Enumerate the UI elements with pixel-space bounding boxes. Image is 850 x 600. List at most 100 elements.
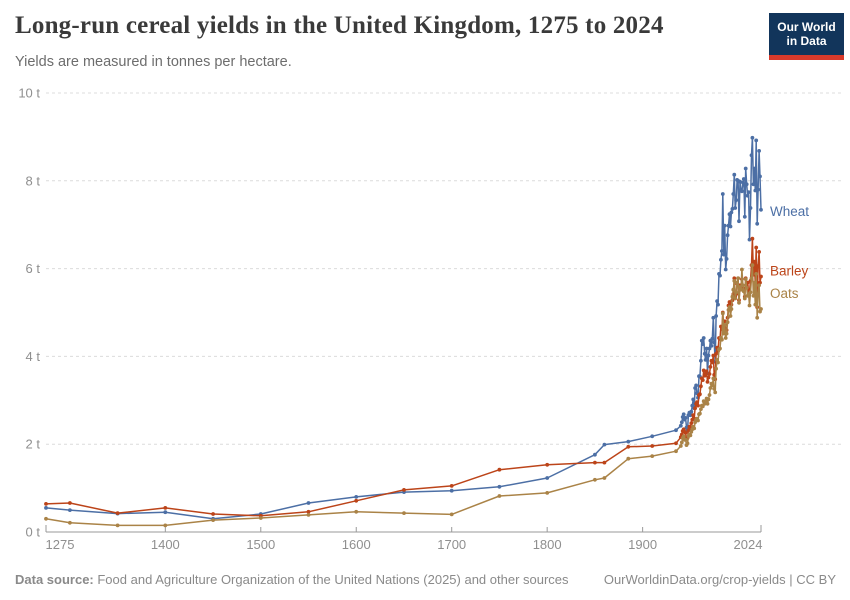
data-point[interactable] [757,283,761,288]
data-point[interactable] [602,460,607,465]
data-point[interactable] [163,506,168,510]
data-point[interactable] [701,368,706,373]
data-point[interactable] [737,219,741,224]
data-point[interactable] [691,413,696,418]
data-point[interactable] [753,302,758,307]
data-point[interactable] [700,378,705,382]
data-point[interactable] [545,462,550,467]
data-point[interactable] [602,476,607,480]
data-point[interactable] [306,513,311,517]
data-point[interactable] [749,153,754,158]
data-point[interactable] [756,264,760,268]
data-point[interactable] [44,502,48,506]
series-line[interactable] [45,137,762,520]
series-label-wheat[interactable]: Wheat [770,204,809,219]
data-point[interactable] [674,449,678,454]
series-wheat[interactable]: Wheat [44,135,809,521]
data-point[interactable] [211,512,216,516]
data-point[interactable] [704,369,709,374]
data-point[interactable] [674,441,678,446]
data-point[interactable] [699,358,703,363]
data-point[interactable] [757,250,761,254]
data-point[interactable] [696,418,700,423]
data-point[interactable] [699,407,703,411]
data-point[interactable] [211,518,216,522]
data-point[interactable] [44,506,48,510]
data-point[interactable] [685,441,690,446]
data-point[interactable] [729,210,734,215]
data-point[interactable] [728,224,733,229]
data-point[interactable] [759,274,763,279]
data-point[interactable] [730,294,735,299]
data-point[interactable] [710,360,715,365]
data-point[interactable] [449,512,454,517]
data-point[interactable] [650,434,655,439]
data-point[interactable] [711,353,716,358]
data-point[interactable] [741,177,746,181]
data-point[interactable] [754,138,759,143]
data-point[interactable] [650,444,655,448]
data-point[interactable] [743,166,748,171]
data-point[interactable] [68,508,72,512]
data-point[interactable] [754,245,759,250]
data-point[interactable] [699,384,703,389]
data-point[interactable] [720,192,725,196]
data-point[interactable] [706,397,711,402]
data-point[interactable] [734,290,739,295]
data-point[interactable] [714,351,718,356]
data-point[interactable] [748,290,753,295]
data-point[interactable] [733,296,738,301]
data-point[interactable] [706,353,711,358]
data-point[interactable] [732,172,737,177]
data-point[interactable] [698,392,702,397]
data-point[interactable] [716,302,720,307]
data-point[interactable] [701,336,706,340]
data-point[interactable] [354,498,359,503]
data-point[interactable] [751,293,756,298]
data-point[interactable] [709,344,714,348]
data-point[interactable] [497,484,502,489]
data-point[interactable] [729,307,734,311]
data-point[interactable] [756,187,760,192]
data-point[interactable] [749,276,754,281]
data-point[interactable] [735,280,739,285]
data-point[interactable] [745,193,750,198]
data-point[interactable] [698,411,702,416]
data-point[interactable] [354,509,359,514]
data-point[interactable] [699,338,704,343]
data-point[interactable] [741,283,745,288]
data-point[interactable] [306,501,311,505]
data-point[interactable] [722,223,727,228]
data-point[interactable] [702,351,707,356]
data-point[interactable] [681,434,686,439]
data-point[interactable] [752,166,757,171]
data-point[interactable] [727,300,732,304]
data-point[interactable] [744,182,749,187]
data-point[interactable] [115,511,120,515]
data-point[interactable] [497,467,502,472]
data-point[interactable] [678,423,683,428]
data-point[interactable] [696,403,700,408]
data-point[interactable] [732,279,737,283]
data-point[interactable] [720,249,724,253]
data-point[interactable] [732,276,737,281]
data-point[interactable] [705,380,710,384]
data-point[interactable] [721,252,726,257]
data-point[interactable] [258,516,263,520]
data-point[interactable] [705,401,710,406]
data-point[interactable] [724,257,729,261]
data-point[interactable] [752,259,757,264]
data-point[interactable] [402,511,406,515]
data-point[interactable] [704,346,709,351]
data-point[interactable] [683,437,688,442]
data-point[interactable] [710,336,715,341]
data-point[interactable] [690,403,695,408]
data-point[interactable] [720,337,724,342]
data-point[interactable] [678,444,683,448]
data-point[interactable] [593,460,597,465]
data-point[interactable] [593,477,597,482]
data-point[interactable] [707,393,712,397]
data-point[interactable] [725,233,730,238]
data-point[interactable] [115,523,120,528]
